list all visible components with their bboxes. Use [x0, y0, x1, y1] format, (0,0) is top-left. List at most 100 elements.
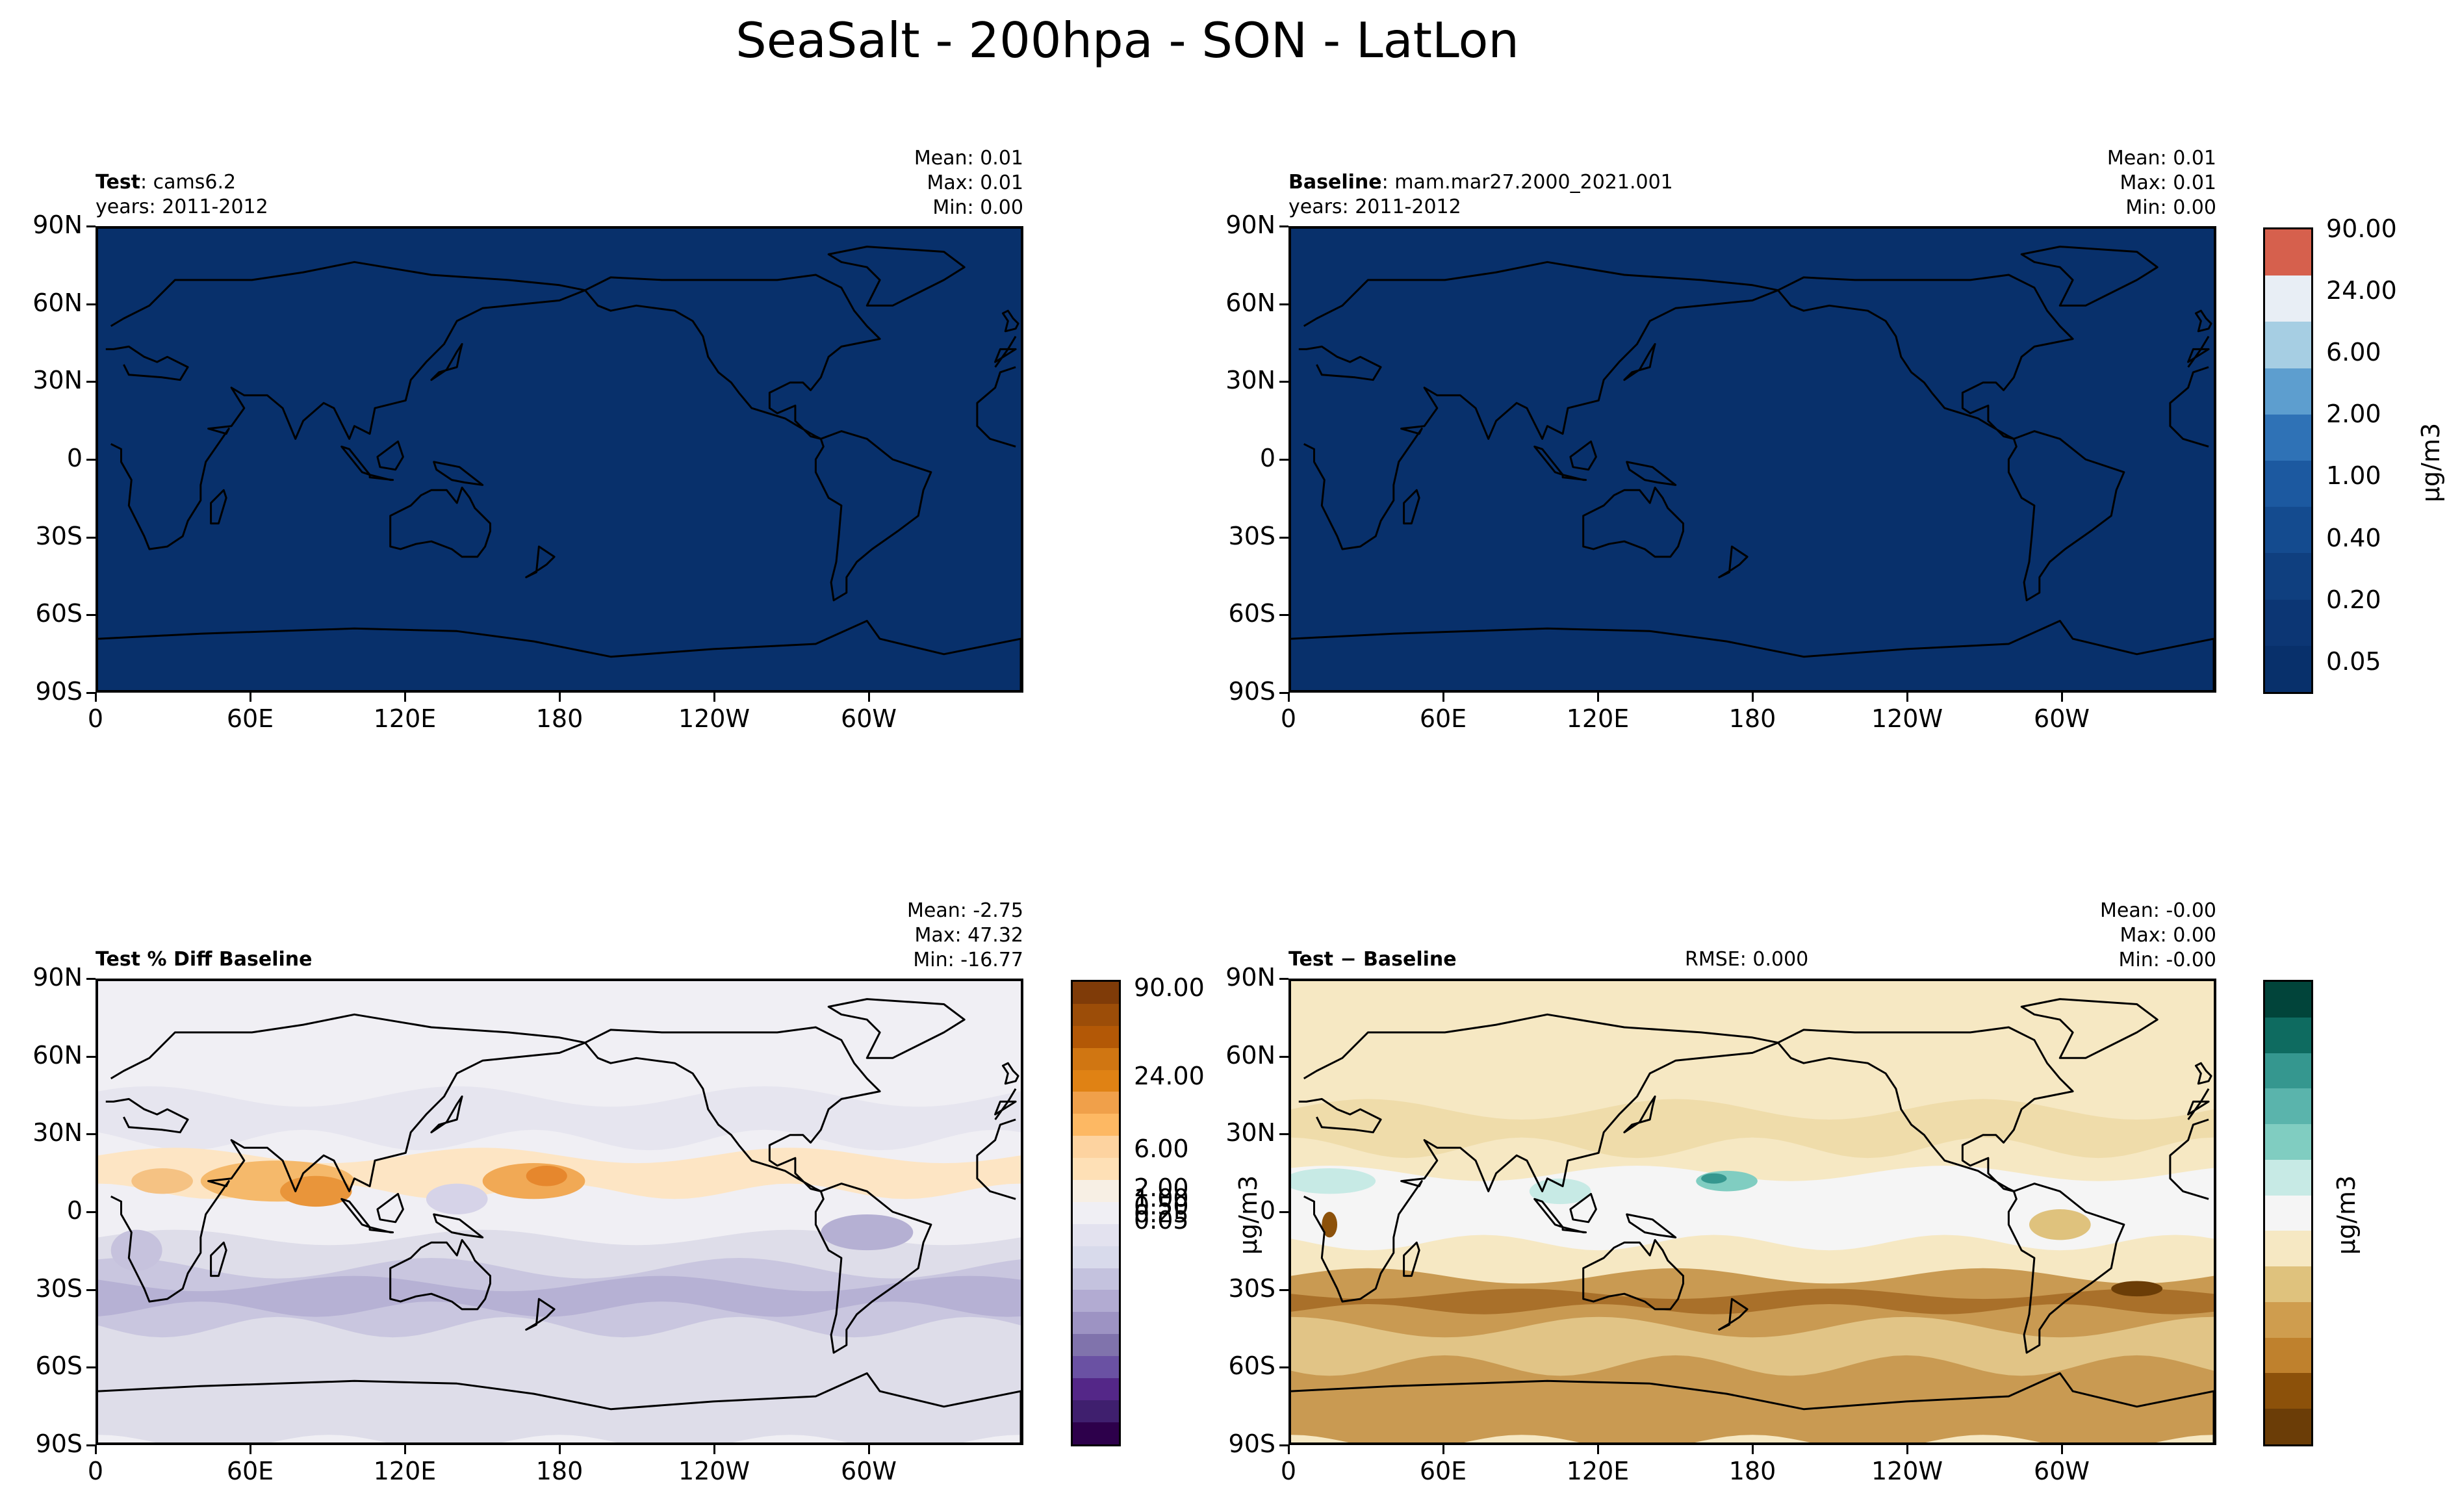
- lon-tick-label: 180: [535, 704, 583, 733]
- coastlines: [1291, 246, 2214, 690]
- lat-tick-mark: [1279, 1055, 1288, 1058]
- lon-tick-mark: [1597, 1445, 1599, 1454]
- colorbar-segment: [1073, 1334, 1119, 1357]
- blob-pacific-core: [526, 1166, 567, 1186]
- coastline: [98, 1372, 1021, 1442]
- lat-tick-label: 60S: [1228, 599, 1275, 628]
- colorbar-segment: [1073, 1356, 1119, 1379]
- lon-tick-label: 0: [87, 1457, 104, 1485]
- colorbar-segment: [2265, 1088, 2311, 1125]
- coastlines: [98, 998, 1021, 1442]
- coastline: [814, 430, 932, 602]
- colorbar-tick-label: 2.00: [1134, 1173, 1189, 1202]
- lat-tick-label: 30S: [1228, 1274, 1275, 1303]
- lon-tick-mark: [868, 1445, 870, 1454]
- colorbar-segment: [1073, 1246, 1119, 1268]
- blob-congo: [1322, 1212, 1337, 1238]
- colorbar-segment: [1073, 982, 1119, 1004]
- colorbar-main-unit: μg/m3: [2416, 422, 2446, 503]
- lon-tick-label: 120W: [678, 1457, 750, 1485]
- panel-header: Test − Baseline RMSE: 0.000 Mean: -0.00 …: [1288, 899, 2216, 979]
- lat-tick-mark: [86, 225, 96, 227]
- colorbar-segment: [1073, 1003, 1119, 1026]
- panel-stats: Mean: 0.01 Max: 0.01 Min: 0.00: [2107, 147, 2216, 219]
- panel-header: Test: cams6.2 years: 2011-2012 Mean: 0.0…: [96, 147, 1023, 226]
- coastline: [1561, 1226, 1587, 1234]
- lat-tick-mark: [86, 303, 96, 305]
- coastline: [1626, 1213, 1677, 1238]
- colorbar-tick-label: 0.05: [1134, 1206, 1189, 1235]
- colorbar-segment: [2265, 368, 2311, 415]
- band-north-tan: [1291, 1099, 2214, 1159]
- coastline: [1001, 309, 1019, 333]
- lon-tick-mark: [404, 1445, 406, 1454]
- coastline: [2020, 998, 2159, 1059]
- lat-tick-label: 30N: [32, 1118, 83, 1147]
- lat-tick-mark: [1279, 536, 1288, 539]
- coastline: [1626, 461, 1677, 486]
- colorbar-segment: [1073, 1180, 1119, 1202]
- lon-tick-label: 60E: [1419, 1457, 1467, 1485]
- colorbar-segment: [2265, 1053, 2311, 1089]
- panel-pctdiff: Test % Diff Baseline Mean: -2.75 Max: 47…: [96, 899, 1023, 1446]
- colorbar-segment: [2265, 1409, 2311, 1444]
- coastline: [433, 1213, 484, 1238]
- colorbar-segment: [2265, 229, 2311, 276]
- map-pctdiff: [96, 979, 1023, 1445]
- lon-tick-mark: [1752, 1445, 1754, 1454]
- band-south-light: [1291, 1316, 2214, 1376]
- band-south-dark: [98, 1275, 1021, 1317]
- lon-tick-label: 180: [1728, 1457, 1776, 1485]
- lat-tick-mark: [86, 1211, 96, 1213]
- lat-tick-label: 90S: [35, 1429, 83, 1458]
- coastline: [1776, 1026, 2074, 1192]
- lon-tick-label: 180: [535, 1457, 583, 1485]
- figure-title: SeaSalt - 200hpa - SON - LatLon: [736, 12, 1519, 69]
- colorbar-segment: [2265, 275, 2311, 322]
- colorbar-tick-label: 90.00: [2326, 214, 2397, 243]
- lat-tick-label: 0: [66, 1196, 83, 1225]
- blob-amazon: [2029, 1209, 2091, 1240]
- coastline: [1582, 1238, 1684, 1311]
- map-test: [96, 226, 1023, 693]
- colorbar-tick-label: 0.25: [1134, 1199, 1189, 1228]
- lat-tick-mark: [1279, 459, 1288, 461]
- colorbar-segment: [1073, 1201, 1119, 1224]
- lon-tick-mark: [1288, 693, 1290, 702]
- lat-tick-mark: [1279, 1211, 1288, 1213]
- colorbar-tick-label: 24.00: [1134, 1062, 1205, 1090]
- colorbar-segment: [2265, 1017, 2311, 1053]
- lon-tick-label: 120E: [1566, 1457, 1630, 1485]
- panel-header: Test % Diff Baseline Mean: -2.75 Max: 47…: [96, 899, 1023, 979]
- coastline: [525, 545, 556, 578]
- lat-tick-label: 60S: [35, 599, 83, 628]
- panel-header: Baseline: mam.mar27.2000_2021.001 years:…: [1288, 147, 2216, 226]
- blob-africa-south: [110, 1229, 162, 1271]
- lon-tick-mark: [95, 693, 97, 702]
- coastline: [1291, 620, 2214, 690]
- lon-tick-mark: [713, 693, 715, 702]
- lat-tick-label: 90N: [1225, 211, 1275, 239]
- lat-tick-label: 30N: [1225, 366, 1275, 395]
- lat-tick-label: 0: [66, 444, 83, 472]
- panel-stats: Mean: 0.01 Max: 0.01 Min: 0.00: [914, 147, 1023, 219]
- colorbar-segment: [1073, 1158, 1119, 1181]
- colorbar-segment: [1073, 1136, 1119, 1159]
- colorbar-segment: [2265, 460, 2311, 507]
- coastline: [1298, 1013, 2210, 1303]
- lon-tick-mark: [1288, 1445, 1290, 1454]
- lon-tick-mark: [559, 693, 561, 702]
- lat-tick-label: 90N: [32, 211, 83, 239]
- lat-tick-mark: [86, 536, 96, 539]
- coastline: [105, 261, 1017, 550]
- coastline: [1569, 440, 1597, 471]
- lat-tick-mark: [86, 978, 96, 980]
- lat-tick-mark: [1279, 614, 1288, 617]
- panel-stats: Mean: -2.75 Max: 47.32 Min: -16.77: [906, 899, 1023, 971]
- lon-tick-label: 120W: [1871, 704, 1943, 733]
- lat-tick-mark: [86, 614, 96, 617]
- lat-tick-mark: [86, 1133, 96, 1136]
- colorbar-segment: [1073, 1378, 1119, 1400]
- colorbar-segment: [1073, 1025, 1119, 1048]
- colorbar-segment: [2265, 1337, 2311, 1374]
